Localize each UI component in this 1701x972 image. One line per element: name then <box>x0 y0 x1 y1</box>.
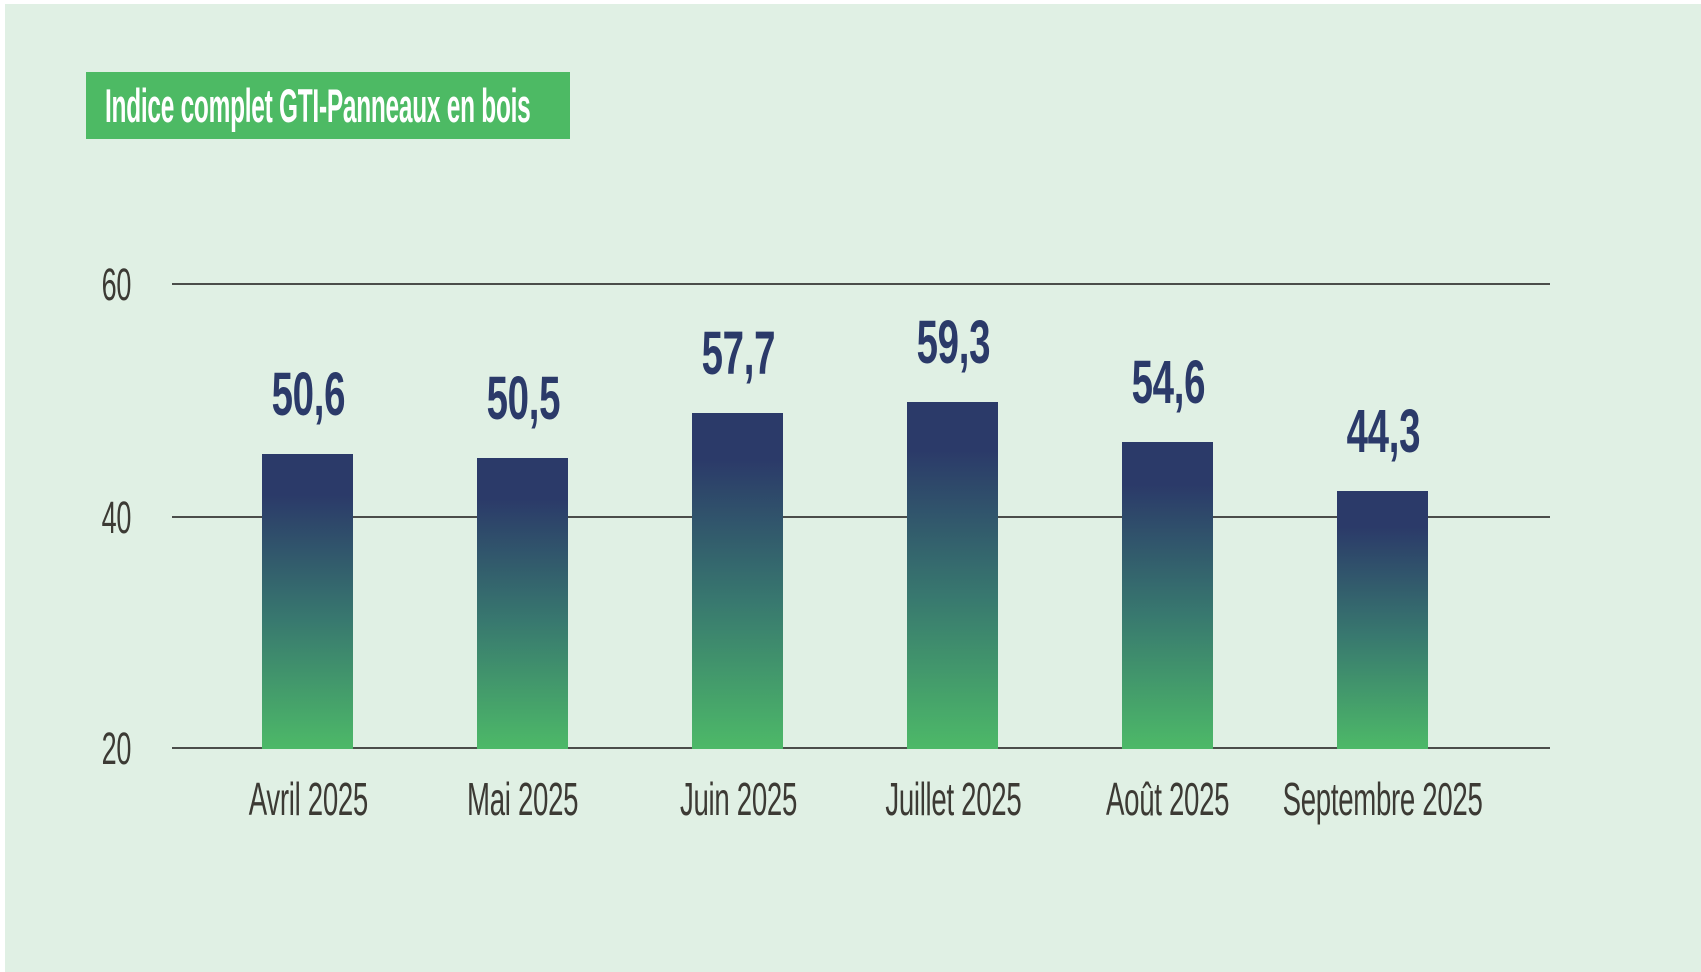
gridline <box>172 516 1550 518</box>
x-tick-label: Avril 2025 <box>188 776 428 822</box>
bar-value-label-text: 59,3 <box>916 308 990 376</box>
bar-value-label-text: 57,7 <box>701 319 775 387</box>
bar-value-label: 57,7 <box>638 323 838 384</box>
bar-value-label-text: 44,3 <box>1346 397 1420 465</box>
bar <box>262 454 353 749</box>
bar <box>1122 442 1213 749</box>
bar-value-label-text: 50,6 <box>271 360 345 428</box>
x-tick-label-text: Août 2025 <box>1106 773 1230 825</box>
x-tick-label-text: Juillet 2025 <box>884 773 1022 825</box>
bar-value-label-text: 50,5 <box>486 364 560 432</box>
gridline <box>172 747 1550 749</box>
x-tick-label: Août 2025 <box>1048 776 1288 822</box>
x-tick-label: Septembre 2025 <box>1263 776 1503 822</box>
x-tick-label: Juillet 2025 <box>833 776 1073 822</box>
chart-title-badge: Indice complet GTI-Panneaux en bois <box>86 72 570 139</box>
gridline <box>172 283 1550 285</box>
x-tick-label-text: Mai 2025 <box>467 773 579 825</box>
chart-title: Indice complet GTI-Panneaux en bois <box>105 79 531 132</box>
bar-value-label: 59,3 <box>853 312 1053 373</box>
x-tick-label-text: Avril 2025 <box>248 773 368 825</box>
y-tick-label-text: 40 <box>101 492 132 543</box>
bar-value-label-text: 54,6 <box>1131 348 1205 416</box>
y-tick-label: 60 <box>41 259 132 310</box>
x-tick-label: Juin 2025 <box>618 776 858 822</box>
bar-value-label: 44,3 <box>1283 401 1483 462</box>
bar <box>477 458 568 749</box>
x-tick-label-text: Septembre 2025 <box>1283 773 1483 825</box>
bar <box>1337 491 1428 749</box>
y-tick-label-text: 20 <box>101 723 132 774</box>
y-tick-label-text: 60 <box>101 259 132 310</box>
y-tick-label: 20 <box>41 723 132 774</box>
x-tick-label: Mai 2025 <box>403 776 643 822</box>
bar <box>907 402 998 749</box>
bar-value-label: 54,6 <box>1068 352 1268 413</box>
bar-value-label: 50,5 <box>423 368 623 429</box>
y-tick-label: 40 <box>41 492 132 543</box>
bar <box>692 413 783 749</box>
x-tick-label-text: Juin 2025 <box>679 773 797 825</box>
bar-value-label: 50,6 <box>208 364 408 425</box>
